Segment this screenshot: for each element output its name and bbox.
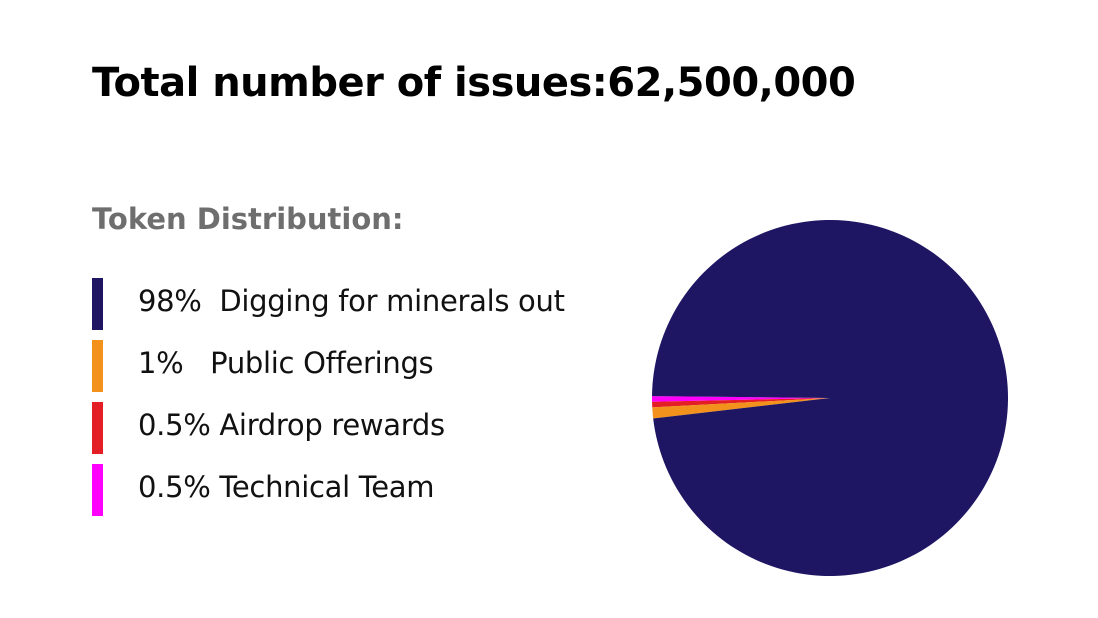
pie-chart xyxy=(651,219,1009,577)
pie-slice-public-offerings xyxy=(652,398,830,419)
legend-item-public-offerings: 1% Public Offerings xyxy=(92,340,652,392)
legend-item-technical-team: 0.5% Technical Team xyxy=(92,464,652,516)
legend-swatch-technical-team xyxy=(92,464,103,516)
legend-item-digging: 98% Digging for minerals out xyxy=(92,278,652,330)
legend-swatch-airdrop-rewards xyxy=(92,402,103,454)
pie-slice-airdrop-rewards xyxy=(652,398,830,408)
pie-slice-technical-team xyxy=(652,396,830,402)
legend-label-airdrop-rewards: 0.5% Airdrop rewards xyxy=(138,408,445,442)
pie-slice-digging-for-minerals-out xyxy=(652,220,1009,577)
chart-legend: 98% Digging for minerals out 1% Public O… xyxy=(92,278,652,526)
legend-item-airdrop-rewards: 0.5% Airdrop rewards xyxy=(92,402,652,454)
legend-swatch-digging xyxy=(92,278,103,330)
legend-label-public-offerings: 1% Public Offerings xyxy=(138,346,434,380)
legend-swatch-public-offerings xyxy=(92,340,103,392)
legend-label-technical-team: 0.5% Technical Team xyxy=(138,470,435,504)
chart-subtitle: Token Distribution: xyxy=(92,202,404,236)
page-title: Total number of issues:62,500,000 xyxy=(92,60,856,106)
pie-chart-svg xyxy=(652,220,1009,577)
legend-label-digging: 98% Digging for minerals out xyxy=(138,284,565,318)
